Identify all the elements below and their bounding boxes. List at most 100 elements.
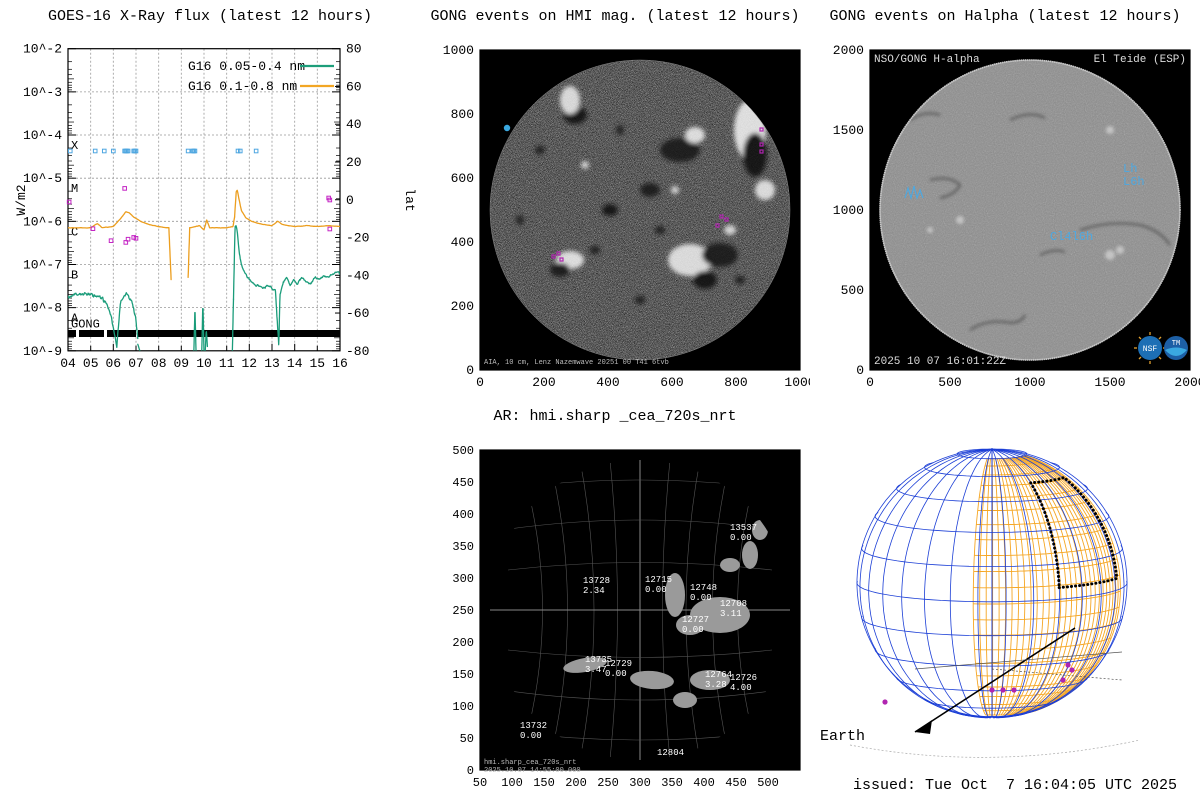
svg-text:2025 10 07 16:01:22Z: 2025 10 07 16:01:22Z (874, 356, 1006, 368)
svg-text:G16 0.05-0.4 nm: G16 0.05-0.4 nm (188, 59, 305, 74)
svg-text:1000: 1000 (784, 375, 810, 390)
svg-text:500: 500 (938, 375, 961, 390)
svg-text:3.47: 3.47 (585, 665, 607, 675)
svg-text:0: 0 (866, 375, 874, 390)
svg-text:0.00: 0.00 (690, 593, 712, 603)
svg-text:12804: 12804 (657, 748, 684, 758)
svg-text:El Teide (ESP): El Teide (ESP) (1094, 54, 1186, 66)
svg-text:13537: 13537 (730, 523, 757, 533)
svg-text:2025.10.07 14:55:00.000: 2025.10.07 14:55:00.000 (484, 767, 581, 775)
svg-text:10^-8: 10^-8 (23, 301, 62, 316)
svg-text:2000: 2000 (833, 43, 864, 58)
svg-text:10^-2: 10^-2 (23, 42, 62, 57)
svg-text:20: 20 (346, 155, 362, 170)
svg-text:800: 800 (724, 375, 747, 390)
svg-text:Lh: Lh (1123, 162, 1137, 176)
svg-text:3.28: 3.28 (705, 680, 727, 690)
svg-text:0.00: 0.00 (605, 669, 627, 679)
svg-text:60: 60 (346, 79, 362, 94)
svg-text:G16 0.1-0.8 nm: G16 0.1-0.8 nm (188, 79, 297, 94)
svg-text:400: 400 (451, 235, 474, 250)
svg-text:300: 300 (629, 776, 651, 790)
svg-text:350: 350 (661, 776, 683, 790)
svg-text:05: 05 (83, 356, 99, 371)
svg-text:80: 80 (346, 42, 362, 57)
svg-text:500: 500 (452, 444, 474, 458)
svg-text:AIA, 10 cm, Lenz Nazemwave 202: AIA, 10 cm, Lenz Nazemwave 20251 00 T41 … (484, 359, 669, 367)
svg-text:100: 100 (452, 700, 474, 714)
svg-text:B: B (71, 269, 78, 283)
svg-text:M: M (71, 182, 78, 196)
svg-text:10^-4: 10^-4 (23, 128, 62, 143)
svg-text:12726: 12726 (730, 673, 757, 683)
svg-text:250: 250 (597, 776, 619, 790)
svg-text:12748: 12748 (690, 583, 717, 593)
svg-text:-20: -20 (346, 231, 369, 246)
svg-text:400: 400 (693, 776, 715, 790)
svg-text:14: 14 (287, 356, 303, 371)
svg-text:0: 0 (476, 375, 484, 390)
svg-text:1000: 1000 (1014, 375, 1045, 390)
svg-text:lat: lat (402, 188, 417, 211)
svg-text:400: 400 (452, 508, 474, 522)
svg-text:11: 11 (219, 356, 235, 371)
svg-text:13732: 13732 (520, 721, 547, 731)
svg-text:450: 450 (725, 776, 747, 790)
svg-text:500: 500 (841, 283, 864, 298)
svg-text:GONG: GONG (71, 318, 100, 332)
svg-text:L6h: L6h (1123, 175, 1145, 189)
svg-text:NSF: NSF (1143, 345, 1158, 354)
svg-text:12715: 12715 (645, 575, 672, 585)
svg-text:-80: -80 (346, 344, 369, 359)
svg-text:0: 0 (346, 193, 354, 208)
svg-text:0.00: 0.00 (682, 625, 704, 635)
svg-text:200: 200 (452, 636, 474, 650)
svg-text:10^-5: 10^-5 (23, 171, 62, 186)
svg-text:1000: 1000 (443, 43, 474, 58)
svg-text:800: 800 (451, 107, 474, 122)
svg-text:150: 150 (452, 668, 474, 682)
svg-text:-40: -40 (346, 268, 369, 283)
svg-text:NSO/GONG H-alpha: NSO/GONG H-alpha (874, 54, 980, 66)
svg-text:150: 150 (533, 776, 555, 790)
svg-text:0: 0 (856, 363, 864, 378)
svg-text:350: 350 (452, 540, 474, 554)
svg-text:450: 450 (452, 476, 474, 490)
svg-text:200: 200 (451, 299, 474, 314)
svg-text:40: 40 (346, 117, 362, 132)
svg-text:200: 200 (532, 375, 555, 390)
svg-text:0.00: 0.00 (730, 533, 752, 543)
svg-text:10: 10 (196, 356, 212, 371)
svg-text:3.11: 3.11 (720, 609, 742, 619)
svg-text:0.00: 0.00 (645, 585, 667, 595)
svg-text:13728: 13728 (583, 576, 610, 586)
svg-text:1500: 1500 (833, 123, 864, 138)
svg-text:10^-9: 10^-9 (23, 344, 62, 359)
svg-text:600: 600 (660, 375, 683, 390)
svg-text:09: 09 (173, 356, 189, 371)
svg-text:10^-3: 10^-3 (23, 85, 62, 100)
svg-text:100: 100 (501, 776, 523, 790)
svg-text:12764: 12764 (705, 670, 732, 680)
svg-text:12: 12 (241, 356, 257, 371)
svg-text:12729: 12729 (605, 659, 632, 669)
svg-text:12727: 12727 (682, 615, 709, 625)
svg-text:12708: 12708 (720, 599, 747, 609)
svg-text:W/m2: W/m2 (14, 184, 29, 215)
svg-text:Cl4l6h: Cl4l6h (1050, 230, 1093, 244)
svg-text:4.00: 4.00 (730, 683, 752, 693)
svg-text:2000: 2000 (1174, 375, 1200, 390)
svg-text:50: 50 (460, 732, 474, 746)
svg-text:TM: TM (1172, 340, 1180, 348)
svg-text:-60: -60 (346, 306, 369, 321)
svg-text:06: 06 (105, 356, 121, 371)
svg-text:13: 13 (264, 356, 280, 371)
svg-text:10^-7: 10^-7 (23, 257, 62, 272)
svg-text:2.34: 2.34 (583, 586, 605, 596)
svg-text:issued: Tue Oct 7 16:04:05 UT: issued: Tue Oct 7 16:04:05 UTC 2025 (853, 777, 1177, 794)
svg-text:15: 15 (309, 356, 325, 371)
svg-text:300: 300 (452, 572, 474, 586)
svg-text:hmi.sharp_cea_720s_nrt: hmi.sharp_cea_720s_nrt (484, 759, 576, 767)
svg-text:250: 250 (452, 604, 474, 618)
svg-text:0: 0 (466, 363, 474, 378)
